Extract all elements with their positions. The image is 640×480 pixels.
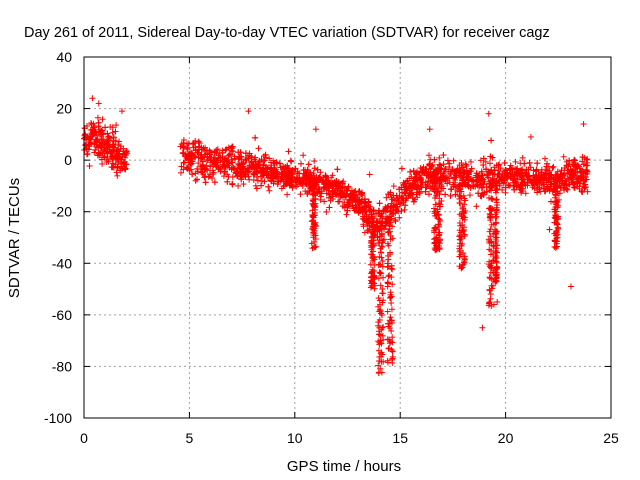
data-point xyxy=(240,181,247,188)
data-point xyxy=(341,199,348,206)
data-point xyxy=(584,188,591,195)
data-point xyxy=(94,114,101,121)
data-point xyxy=(323,208,330,215)
data-point xyxy=(467,158,474,165)
data-point xyxy=(466,192,473,199)
data-point xyxy=(202,173,209,180)
data-point xyxy=(321,198,328,205)
data-points xyxy=(81,95,591,377)
data-point xyxy=(401,206,408,213)
data-point xyxy=(195,160,202,167)
data-point xyxy=(266,187,273,194)
y-tick-label: 0 xyxy=(64,152,72,168)
grid xyxy=(84,57,611,418)
data-point xyxy=(107,123,114,130)
data-point xyxy=(345,183,352,190)
x-tick-label: 5 xyxy=(186,430,194,446)
data-point xyxy=(300,152,307,159)
data-point xyxy=(504,175,511,182)
data-point xyxy=(235,182,242,189)
data-point xyxy=(311,158,318,165)
data-point xyxy=(252,182,259,189)
data-point xyxy=(225,173,232,180)
data-point xyxy=(579,189,586,196)
chart-title: Day 261 of 2011, Sidereal Day-to-day VTE… xyxy=(24,25,550,41)
data-point xyxy=(192,177,199,184)
data-point xyxy=(444,180,451,187)
y-tick-label: 20 xyxy=(56,101,72,117)
data-point xyxy=(317,169,324,176)
data-point xyxy=(519,154,526,161)
data-point xyxy=(396,214,403,221)
data-point xyxy=(571,185,578,192)
y-tick-label: -40 xyxy=(52,255,72,271)
y-tick-label: -100 xyxy=(44,410,72,426)
data-point xyxy=(497,165,504,172)
data-point xyxy=(310,170,317,177)
data-point xyxy=(317,196,324,203)
data-point xyxy=(541,155,548,162)
data-point xyxy=(578,188,585,195)
data-point xyxy=(250,170,257,177)
data-point xyxy=(203,157,210,164)
data-point xyxy=(83,151,90,158)
x-tick-label: 0 xyxy=(80,430,88,446)
data-point xyxy=(450,157,457,164)
data-point xyxy=(109,129,116,136)
data-point xyxy=(196,140,203,147)
data-point xyxy=(512,158,519,165)
x-tick-label: 10 xyxy=(287,430,303,446)
data-point xyxy=(390,183,397,190)
y-tick-label: -20 xyxy=(52,204,72,220)
data-point xyxy=(543,163,550,170)
y-tick-label: 40 xyxy=(56,49,72,65)
y-tick-label: -60 xyxy=(52,307,72,323)
data-point xyxy=(99,116,106,123)
data-point xyxy=(560,153,567,160)
data-point xyxy=(104,134,111,141)
data-point xyxy=(113,169,120,176)
data-point xyxy=(84,150,91,157)
data-point xyxy=(534,189,541,196)
data-point xyxy=(549,164,556,171)
y-axis-title: SDTVAR / TECUs xyxy=(6,178,23,298)
data-point xyxy=(383,194,390,201)
data-point xyxy=(502,189,509,196)
data-point xyxy=(530,167,537,174)
data-point xyxy=(255,145,262,152)
data-point xyxy=(284,191,291,198)
x-tick-label: 15 xyxy=(392,430,408,446)
data-point xyxy=(343,211,350,218)
x-axis-title: GPS time / hours xyxy=(287,458,401,475)
data-point xyxy=(446,179,453,186)
data-point xyxy=(584,156,591,163)
data-point xyxy=(177,169,184,176)
x-tick-label: 20 xyxy=(498,430,514,446)
data-point xyxy=(229,159,236,166)
y-tick-label: -80 xyxy=(52,358,72,374)
x-tick-label: 25 xyxy=(603,430,619,446)
